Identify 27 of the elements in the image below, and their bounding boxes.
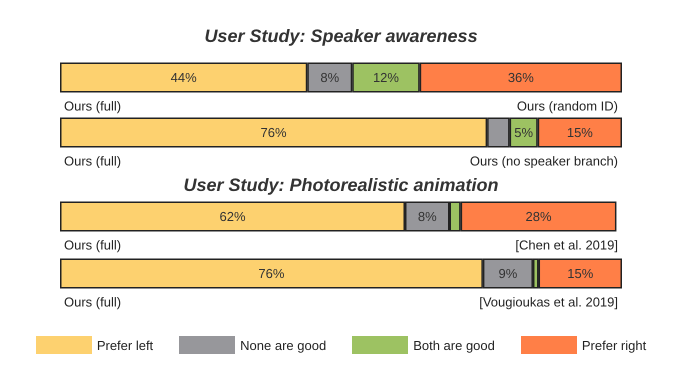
legend-label: Prefer right <box>582 338 646 352</box>
data-label: 62% <box>219 209 246 224</box>
annotation: Ours (full) <box>64 154 122 168</box>
data-label: 15% <box>567 266 594 281</box>
chart-title: User Study: Speaker awareness <box>204 26 478 46</box>
data-label: 9% <box>498 266 518 281</box>
annotation: Ours (no speaker branch) <box>470 154 618 168</box>
data-label: 5% <box>514 125 534 140</box>
annotation: Ours (full) <box>64 294 122 310</box>
legend-label: Both are good <box>413 338 495 352</box>
annotation: Ours (random ID) <box>516 98 618 114</box>
annotation: [Chen et al. 2019] <box>515 238 618 252</box>
annotation: Ours (full) <box>64 238 122 252</box>
legend-label: Prefer left <box>96 338 154 352</box>
annotation: [Vougioukas et al. 2019] <box>479 294 618 310</box>
data-label: 36% <box>508 70 534 85</box>
data-label: 8% <box>320 70 340 85</box>
data-label: 15% <box>566 125 594 140</box>
data-label: 28% <box>526 209 552 224</box>
data-label: 76% <box>260 125 288 140</box>
legend-label: None are good <box>240 338 326 352</box>
data-label: 8% <box>418 209 438 224</box>
data-label: 44% <box>170 70 198 85</box>
data-label: 12% <box>372 70 400 85</box>
chart-title: User Study: Photorealistic animation <box>183 175 499 195</box>
data-label: 76% <box>258 266 285 281</box>
annotation: Ours (full) <box>64 98 122 114</box>
